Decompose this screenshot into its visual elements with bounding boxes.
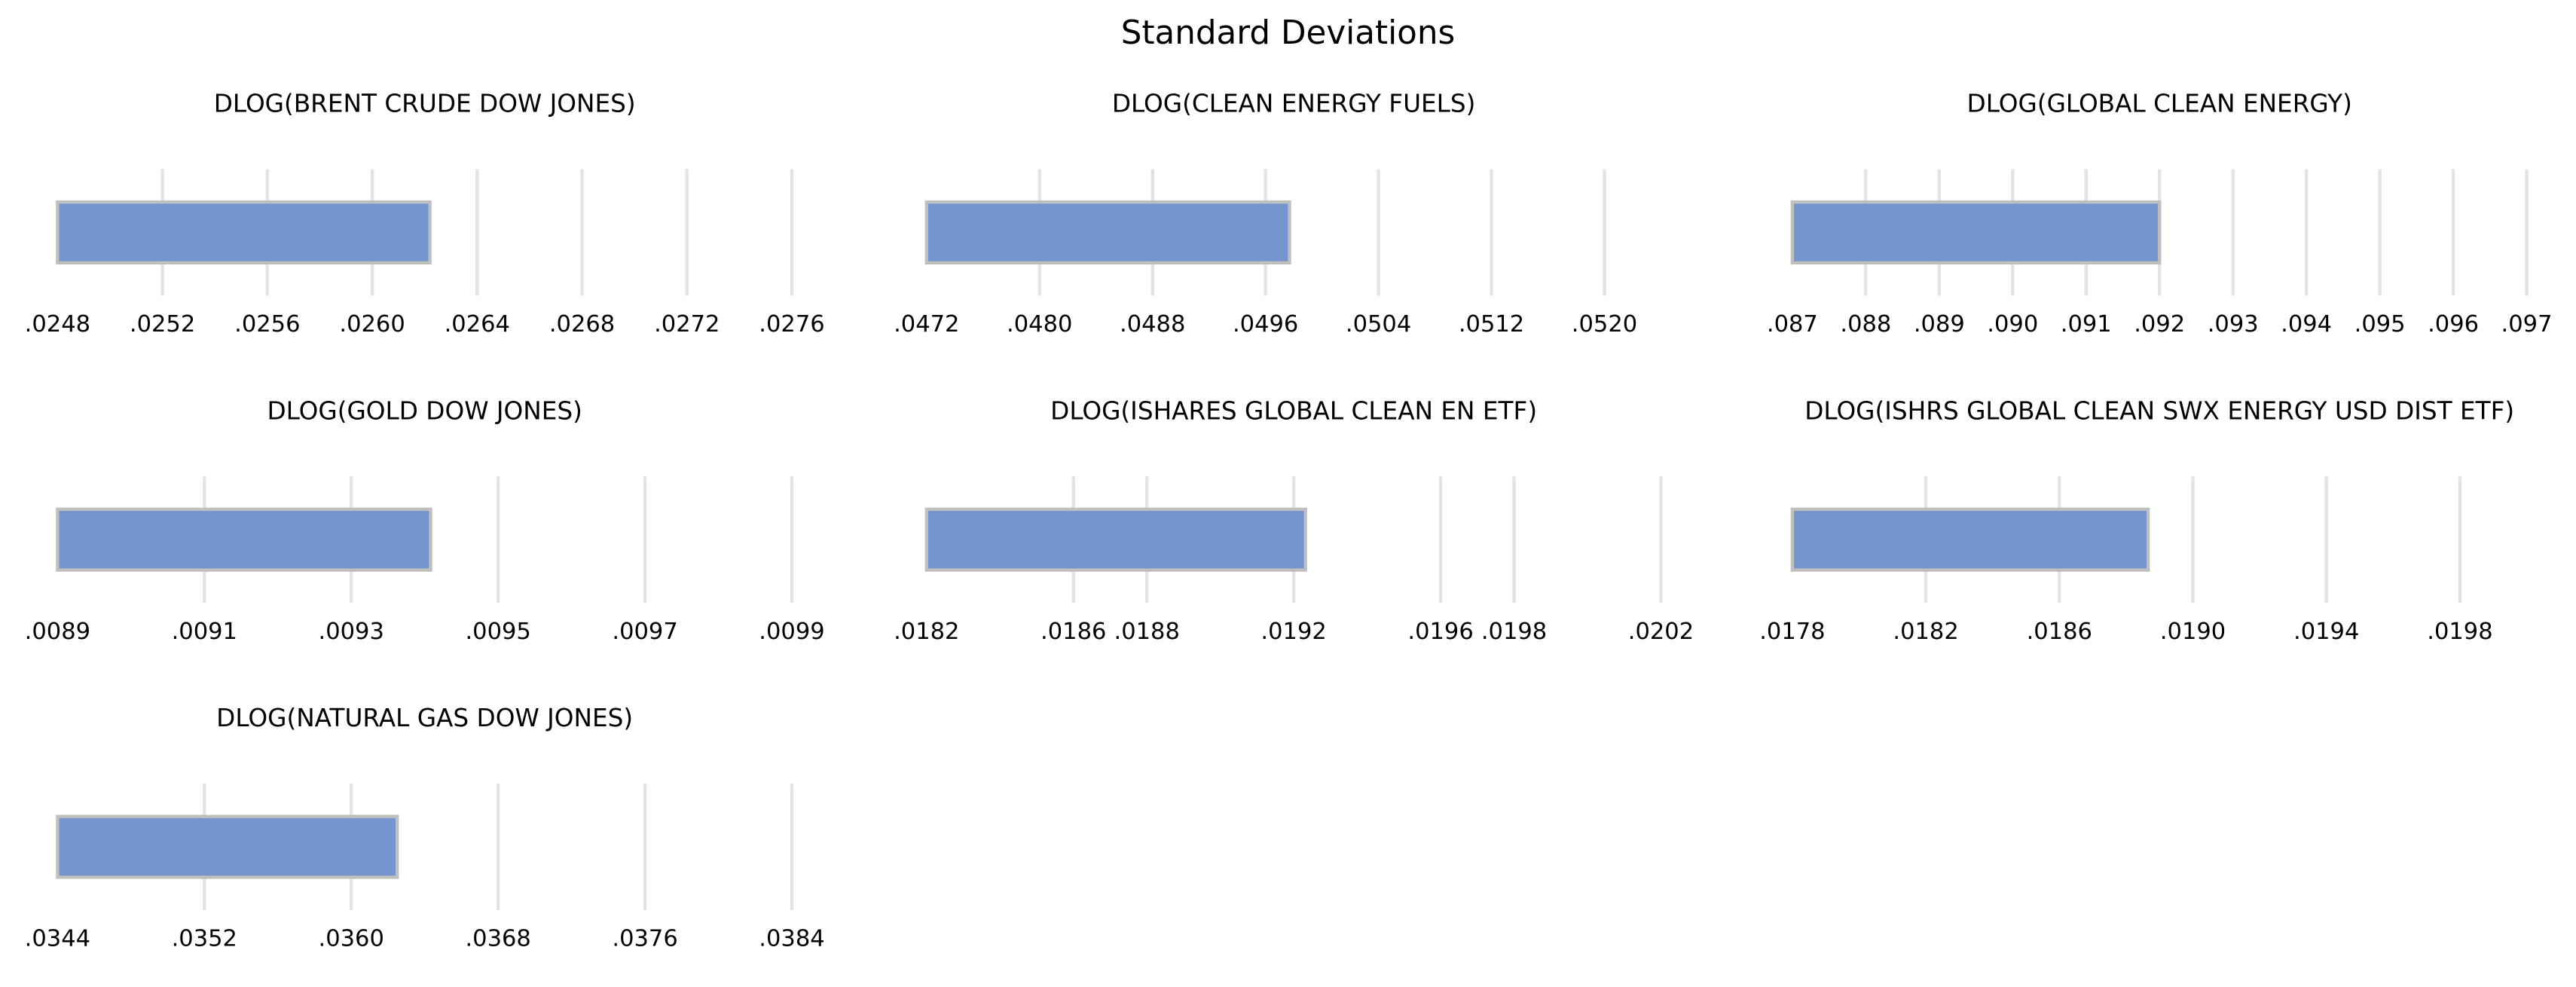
x-tick-label: .0097 (612, 619, 677, 645)
x-tick-label: .0182 (894, 619, 959, 645)
x-tick-label: .0368 (465, 926, 530, 952)
x-tick-label: .096 (2428, 311, 2479, 338)
bar (56, 814, 399, 879)
x-tick-label: .0182 (1893, 619, 1958, 645)
bar (924, 507, 1307, 572)
x-tick-label: .094 (2281, 311, 2332, 338)
x-tick-label: .0192 (1260, 619, 1326, 645)
x-tick-label: .0256 (234, 311, 300, 338)
x-tick-label: .0190 (2160, 619, 2226, 645)
x-tick-label: .0186 (1040, 619, 1106, 645)
x-tick-label: .097 (2501, 311, 2553, 338)
x-tick-label: .0384 (759, 926, 824, 952)
panel-title: DLOG(GOLD DOW JONES) (267, 396, 582, 425)
x-tick-label: .0264 (445, 311, 510, 338)
panel-title: DLOG(NATURAL GAS DOW JONES) (216, 704, 633, 732)
x-tick-label: .088 (1840, 311, 1891, 338)
x-tick-label: .0488 (1120, 311, 1185, 338)
bar (1790, 200, 2162, 265)
x-tick-label: .0198 (1481, 619, 1547, 645)
x-tick-label: .0252 (130, 311, 195, 338)
x-tick-label: .0480 (1007, 311, 1072, 338)
x-tick-label: .090 (1987, 311, 2038, 338)
x-tick-label: .095 (2354, 311, 2406, 338)
panel-title: DLOG(ISHARES GLOBAL CLEAN EN ETF) (1050, 396, 1537, 425)
x-tick-label: .0520 (1572, 311, 1637, 338)
x-tick-label: .0344 (25, 926, 90, 952)
x-tick-label: .0188 (1114, 619, 1180, 645)
x-tick-label: .091 (2061, 311, 2112, 338)
x-tick-label: .0360 (319, 926, 384, 952)
x-tick-label: .0198 (2427, 619, 2492, 645)
x-tick-label: .0093 (319, 619, 384, 645)
x-tick-label: .0272 (654, 311, 720, 338)
panel-title: DLOG(GLOBAL CLEAN ENERGY) (1967, 90, 2352, 118)
x-tick-label: .0496 (1233, 311, 1298, 338)
x-tick-label: .0352 (172, 926, 237, 952)
x-tick-label: .0276 (759, 311, 824, 338)
x-tick-label: .092 (2134, 311, 2185, 338)
bar (924, 200, 1291, 265)
x-tick-label: .0099 (759, 619, 824, 645)
x-tick-label: .0091 (172, 619, 237, 645)
x-tick-label: .0268 (549, 311, 615, 338)
main-title: Standard Deviations (1121, 14, 1455, 52)
x-tick-label: .0376 (612, 926, 677, 952)
x-tick-label: .0186 (2027, 619, 2092, 645)
x-tick-label: .0512 (1459, 311, 1524, 338)
x-tick-label: .0504 (1346, 311, 1411, 338)
bar (56, 507, 432, 572)
panel-title: DLOG(ISHRS GLOBAL CLEAN SWX ENERGY USD D… (1804, 396, 2514, 425)
x-tick-label: .0472 (894, 311, 959, 338)
bar (1790, 507, 2150, 572)
x-tick-label: .0095 (465, 619, 530, 645)
x-tick-label: .089 (1914, 311, 1965, 338)
x-tick-label: .0089 (25, 619, 90, 645)
x-tick-label: .0248 (25, 311, 90, 338)
x-tick-label: .0202 (1628, 619, 1694, 645)
x-tick-label: .0196 (1407, 619, 1473, 645)
x-tick-label: .093 (2208, 311, 2259, 338)
x-tick-label: .0194 (2293, 619, 2359, 645)
bar (56, 200, 432, 265)
x-tick-label: .0260 (339, 311, 405, 338)
x-tick-label: .087 (1767, 311, 1818, 338)
x-tick-label: .0178 (1759, 619, 1825, 645)
panel-title: DLOG(BRENT CRUDE DOW JONES) (214, 90, 636, 118)
panel-title: DLOG(CLEAN ENERGY FUELS) (1112, 90, 1476, 118)
